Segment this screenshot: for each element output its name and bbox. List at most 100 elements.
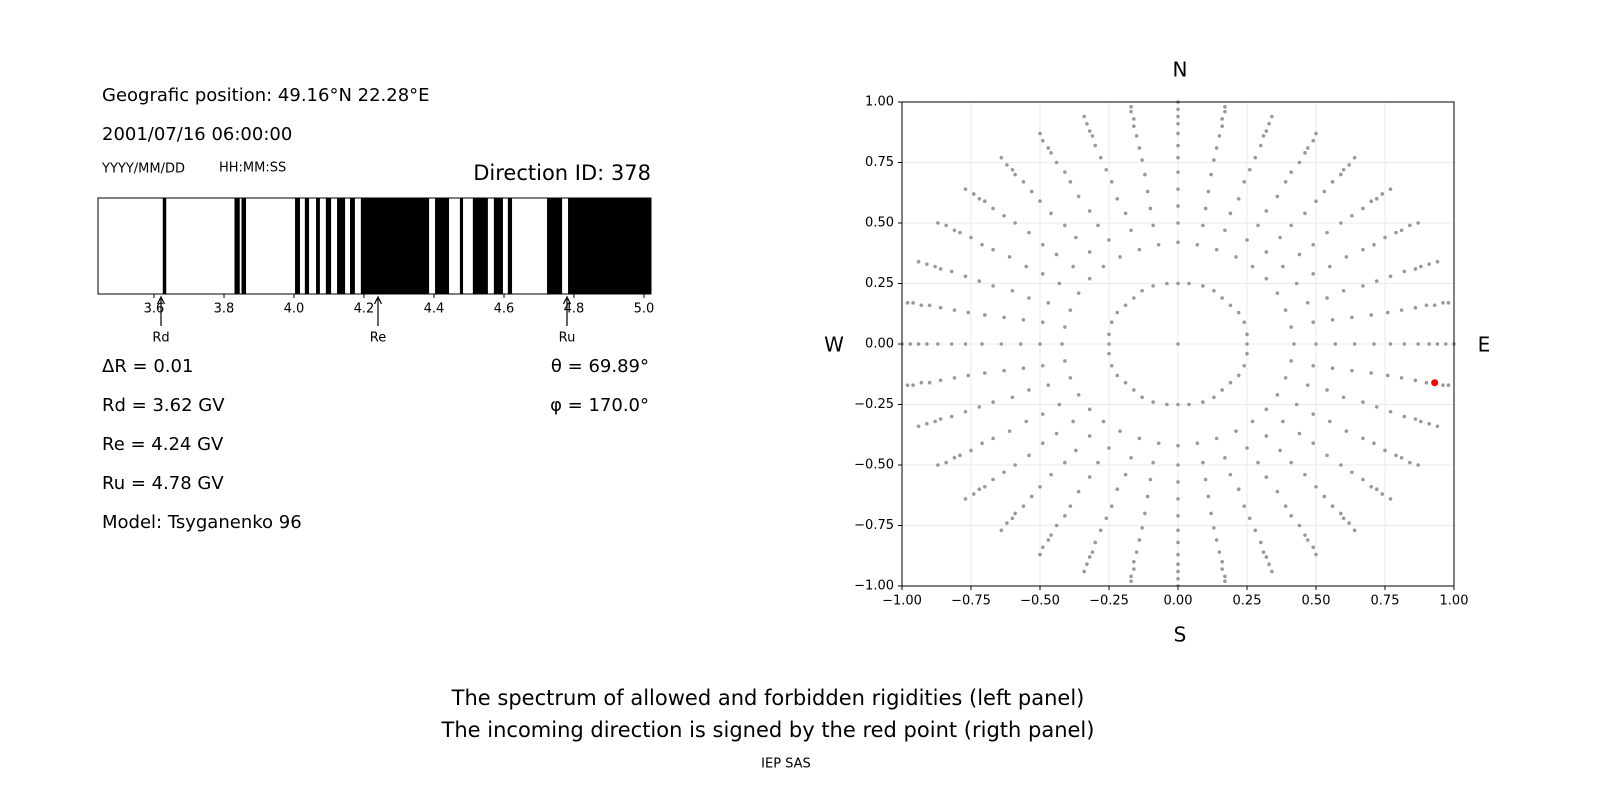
x-tick-label: 1.00: [1440, 594, 1469, 609]
direction-point: [1443, 342, 1448, 346]
direction-point: [1054, 160, 1059, 165]
direction-point: [1046, 301, 1051, 305]
direction-point: [1176, 514, 1180, 518]
direction-point: [999, 155, 1004, 160]
direction-point: [1107, 351, 1111, 356]
direction-point: [1328, 264, 1332, 269]
direction-point: [1311, 363, 1316, 368]
direction-point: [1236, 373, 1241, 378]
direction-point: [1176, 155, 1180, 160]
direction-point: [1339, 511, 1343, 516]
direction-point: [919, 380, 924, 385]
direction-point: [1322, 189, 1327, 194]
angle: θ = 69.89°: [551, 356, 649, 377]
direction-point: [991, 477, 995, 482]
direction-point: [952, 308, 957, 312]
direction-point: [1143, 172, 1147, 177]
direction-point: [1402, 414, 1407, 419]
direction-point: [1303, 472, 1307, 477]
direction-point: [911, 301, 915, 305]
direction-point: [1176, 170, 1180, 174]
direction-point: [1076, 489, 1081, 494]
forbidden-band: [304, 198, 310, 294]
direction-point: [1314, 199, 1318, 204]
direction-point: [949, 269, 954, 274]
marker-label: Re: [370, 331, 386, 346]
direction-point: [1297, 252, 1302, 257]
direction-point: [1176, 540, 1180, 545]
direction-point: [1076, 194, 1081, 199]
direction-point: [1388, 497, 1393, 501]
x-tick-label: −0.50: [1020, 594, 1060, 609]
direction-point: [1408, 223, 1412, 228]
direction-point: [1220, 560, 1224, 564]
direction-point: [1220, 124, 1224, 128]
y-tick-label: −0.75: [854, 518, 894, 533]
direction-point: [1275, 194, 1280, 199]
direction-point: [1176, 552, 1180, 557]
direction-point: [963, 497, 968, 501]
direction-point: [1176, 131, 1180, 136]
direction-point: [1311, 545, 1316, 550]
direction-point: [1314, 131, 1318, 136]
direction-point: [1140, 526, 1144, 530]
direction-point: [1283, 376, 1288, 380]
direction-point: [936, 463, 940, 467]
direction-point: [1021, 504, 1026, 508]
direction-point: [1399, 228, 1404, 233]
direction-point: [925, 262, 929, 266]
direction-point: [1394, 230, 1398, 235]
direction-point: [1010, 516, 1015, 521]
direction-point: [1228, 211, 1233, 216]
direction-point: [1402, 269, 1407, 274]
x-tick-label: −1.00: [882, 594, 922, 609]
marker-label: Ru: [559, 331, 576, 346]
direction-point: [1123, 211, 1128, 216]
direction-point: [1140, 158, 1144, 162]
direction-point: [1090, 134, 1095, 138]
direction-point: [1201, 460, 1205, 465]
direction-point: [1040, 412, 1045, 416]
direction-point: [1385, 310, 1390, 315]
direction-point: [1054, 252, 1059, 257]
axes-frame: [901, 101, 1455, 587]
direction-point: [1071, 419, 1075, 424]
direction-point: [1330, 180, 1335, 184]
direction-point: [1063, 514, 1067, 518]
direction-point: [1388, 187, 1393, 191]
direction-point: [1297, 431, 1302, 436]
direction-point: [1109, 363, 1114, 368]
direction-point: [983, 199, 987, 204]
direction-point: [1330, 366, 1335, 371]
direction-point: [927, 303, 932, 308]
direction-point: [1143, 511, 1147, 516]
direction-point: [1040, 441, 1045, 446]
direction-point: [1259, 540, 1263, 545]
direction-point: [1281, 264, 1285, 269]
direction-point: [1005, 163, 1009, 167]
direction-point: [1341, 288, 1346, 293]
direction-point: [1137, 247, 1142, 252]
direction-point: [1068, 180, 1073, 184]
direction-point: [1021, 318, 1026, 322]
direction-point: [1118, 255, 1122, 259]
direction-point: [1176, 528, 1180, 533]
direction-point: [1082, 569, 1086, 574]
direction-point: [1040, 320, 1045, 325]
direction-point: [1063, 325, 1067, 329]
forbidden-band: [241, 198, 247, 294]
direction-point: [1040, 138, 1045, 143]
direction-point: [1416, 463, 1420, 467]
marker-arrow-head: [156, 295, 166, 305]
direction-point: [1294, 281, 1299, 286]
direction-point: [1441, 383, 1445, 387]
forbidden-band: [350, 198, 355, 294]
direction-point: [1049, 533, 1053, 537]
direction-point: [1311, 242, 1316, 247]
direction-point: [1374, 487, 1379, 492]
direction-point: [1341, 167, 1346, 172]
direction-point: [1350, 213, 1354, 218]
direction-point: [1007, 255, 1012, 259]
direction-point: [1176, 114, 1180, 119]
